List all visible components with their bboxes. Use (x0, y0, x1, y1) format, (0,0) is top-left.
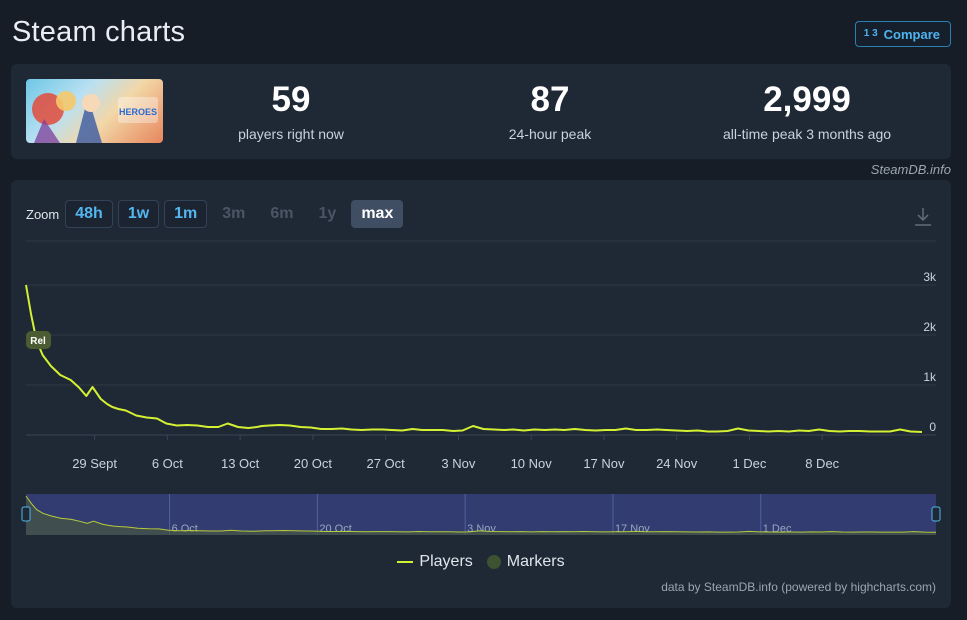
game-thumbnail[interactable]: HEROES (26, 79, 163, 143)
player-chart[interactable]: 0 1k 2k 3k 29 Sept 6 Oct 13 Oct 20 Oct 27 Oct 3 N… (11, 180, 951, 550)
zoom-button-3m: 3m (222, 205, 246, 222)
series-players-line (25, 284, 923, 433)
stat-label: all-time peak 3 months ago (722, 126, 892, 142)
download-icon[interactable] (913, 206, 933, 228)
x-tick-label: 3 Nov (441, 456, 475, 471)
stat-label: 24-hour peak (508, 126, 592, 142)
zoom-button-1y: 1y (318, 205, 337, 222)
page-title: Steam charts (12, 16, 186, 48)
x-tick-label: 13 Oct (221, 456, 260, 471)
navigator-mask (26, 494, 936, 535)
stat-players-now: 59 players right now (226, 80, 356, 142)
compare-button[interactable]: 1 3 Compare (854, 21, 951, 47)
navigator-handle-left[interactable] (21, 506, 31, 522)
y-tick-label: 0 (929, 420, 936, 434)
chart-card: Zoom 48h 1w 1m 3m 6m 1y max 0 1k 2k 3k 29 Sept 6 Oc… (11, 180, 951, 608)
stats-card: HEROES 59 players right now 87 24-hour p… (11, 64, 951, 159)
stat-value: 87 (530, 80, 570, 119)
zoom-button-6m: 6m (270, 205, 294, 222)
y-tick-label: 2k (923, 320, 937, 334)
y-tick-label: 3k (923, 270, 937, 284)
fraction-icon: 1 3 (863, 28, 878, 39)
compare-label: Compare (883, 26, 940, 42)
x-tick-label: 8 Dec (805, 456, 839, 471)
thumbnail-logo-text: HEROES (119, 107, 157, 117)
legend-label: Players (419, 553, 473, 570)
navigator-series-line (25, 495, 937, 533)
zoom-button-48h[interactable]: 48h (65, 200, 113, 228)
x-tick-label: 24 Nov (656, 456, 698, 471)
chart-credit[interactable]: data by SteamDB.info (powered by highcha… (661, 580, 936, 594)
legend-dot-swatch (486, 555, 501, 569)
zoom-button-max[interactable]: max (351, 200, 404, 228)
x-tick-label: 27 Oct (366, 456, 405, 471)
release-marker (26, 331, 51, 349)
zoom-label: Zoom (26, 206, 60, 222)
stat-24h-peak: 87 24-hour peak (485, 80, 615, 142)
zoom-button-1w[interactable]: 1w (117, 200, 160, 228)
legend-item-markers[interactable]: Markers (486, 553, 565, 571)
navigator-handle-right[interactable] (931, 506, 941, 522)
zoom-bar: Zoom 48h 1w 1m 3m 6m 1y max (26, 200, 408, 228)
x-tick-label: 6 Oct (152, 456, 183, 471)
x-tick-label: 17 Nov (583, 456, 625, 471)
zoom-buttons: 48h 1w 1m 3m 6m 1y max (65, 200, 408, 228)
legend-line-swatch (397, 561, 414, 563)
stat-label: players right now (238, 126, 344, 142)
y-tick-label: 1k (923, 370, 937, 384)
legend: Players Markers (11, 553, 951, 571)
release-marker-label: Rel (30, 336, 46, 347)
zoom-button-1m[interactable]: 1m (164, 200, 208, 228)
navigator-area (26, 496, 936, 535)
steamdb-credit[interactable]: SteamDB.info (870, 162, 951, 177)
stat-value: 59 (271, 80, 311, 119)
x-tick-label: 1 Dec (732, 456, 766, 471)
legend-label: Markers (506, 553, 565, 570)
x-tick-label: 10 Nov (511, 456, 553, 471)
x-tick-label: 20 Oct (294, 456, 333, 471)
x-tick-label: 29 Sept (72, 456, 117, 471)
stat-all-time-peak: 2,999 all-time peak 3 months ago (707, 80, 907, 142)
stat-value: 2,999 (763, 80, 851, 119)
legend-item-players[interactable]: Players (397, 553, 473, 571)
